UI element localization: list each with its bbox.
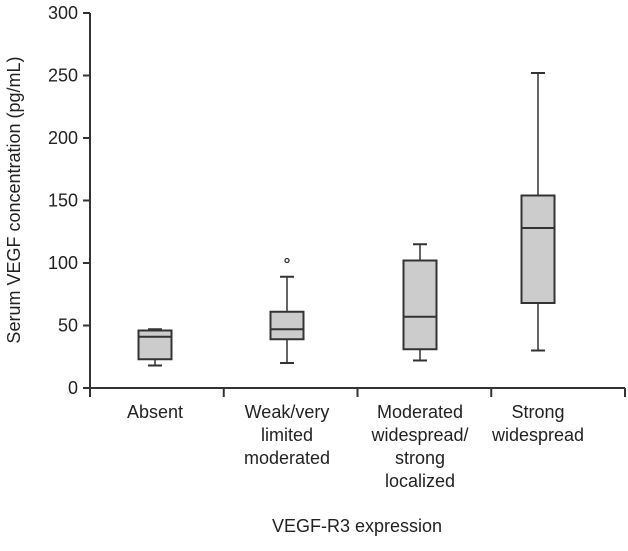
y-tick-label: 50 <box>58 316 78 336</box>
box-group: Moderated widespread/strong localized <box>370 243 469 491</box>
x-category-label-line: moderated <box>244 448 330 468</box>
x-category-label-line: Absent <box>127 402 183 422</box>
x-category-label: Strong widespread <box>491 402 584 445</box>
outlier-point <box>284 257 290 264</box>
y-tick-label: 100 <box>48 253 78 273</box>
y-tick-label: 300 <box>48 3 78 23</box>
x-category-label-line: widespread <box>491 425 584 445</box>
box-iqr <box>137 329 173 361</box>
x-category-label: Moderated widespread/strong localized <box>370 402 468 491</box>
x-category-label-line: widespread/ <box>370 425 468 445</box>
x-category-label-line: Moderated <box>377 402 463 422</box>
x-category-label-line: Weak/very <box>245 402 330 422</box>
y-tick-label: 150 <box>48 191 78 211</box>
box-group: Strong widespread <box>491 72 584 445</box>
x-category-label: Absent <box>127 402 183 422</box>
box-iqr <box>402 259 438 351</box>
x-category-label-line: limited <box>261 425 313 445</box>
y-tick-label: 200 <box>48 128 78 148</box>
box-group: Absent <box>127 328 183 422</box>
x-category-label-line: Strong <box>511 402 564 422</box>
x-axis-label: VEGF-R3 expression <box>272 516 442 536</box>
y-tick-label: 0 <box>68 378 78 398</box>
box-group: Weak/very limited moderated <box>244 257 330 468</box>
y-axis-label: Serum VEGF concentration (pg/mL) <box>4 56 24 343</box>
x-category-label-line: localized <box>385 471 455 491</box>
x-category-label-line: strong <box>395 448 445 468</box>
y-tick-label: 250 <box>48 66 78 86</box>
box-iqr <box>269 310 305 341</box>
box-iqr <box>520 194 556 304</box>
x-category-label: Weak/very limited moderated <box>244 402 330 468</box>
